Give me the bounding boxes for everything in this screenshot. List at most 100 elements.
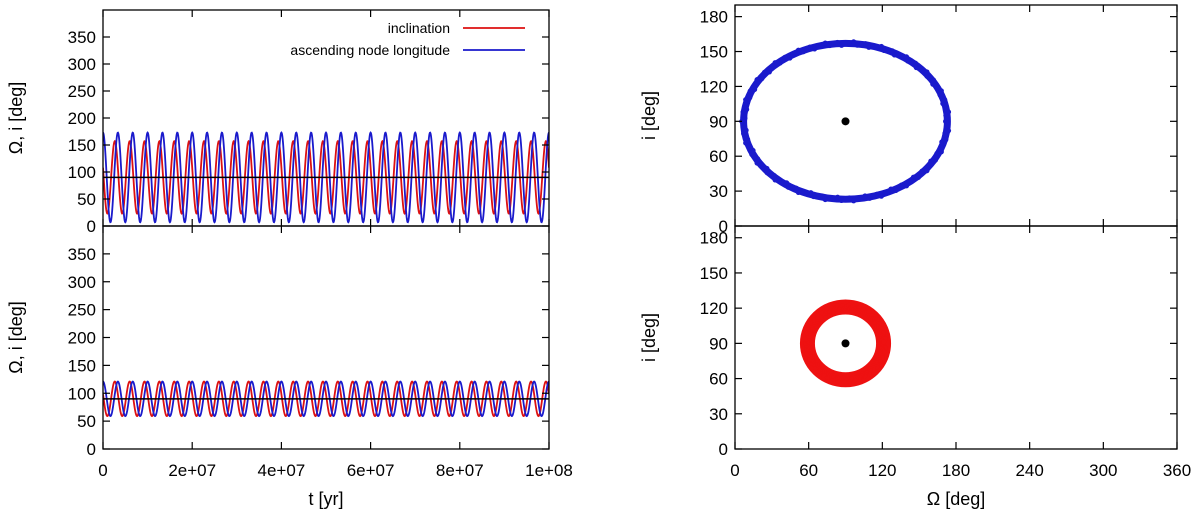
scatter-point	[880, 339, 887, 345]
scatter-point	[912, 60, 919, 66]
scatter-point	[899, 53, 906, 59]
y-tick-label: 150	[700, 264, 728, 283]
y-tick-label: 0	[719, 440, 728, 459]
scatter-point	[863, 41, 869, 47]
x-tick-label: 180	[942, 461, 970, 480]
x-tick-label: 60	[799, 461, 818, 480]
y-tick-label: 0	[87, 217, 96, 236]
y-tick-label: 250	[68, 82, 96, 101]
y-axis-label: Ω, i [deg]	[6, 301, 26, 374]
y-axis-label: Ω, i [deg]	[6, 82, 26, 155]
x-tick-label: 0	[98, 461, 107, 480]
scatter-point	[772, 60, 778, 66]
panel-phase-bottom: 0 30 60 90 120 150 180 0 60 120 180 240 300 360 i [deg…	[639, 225, 1191, 509]
scatter-point	[878, 43, 884, 50]
x-tick-label: 4e+07	[258, 461, 306, 480]
y-tick-label: 0	[87, 440, 96, 459]
x-tick-label: 240	[1015, 461, 1043, 480]
plot-area	[103, 380, 549, 418]
y-tick-label: 0	[719, 217, 728, 236]
scatter-point	[924, 168, 930, 174]
scatter-point	[782, 54, 788, 60]
scatter-point	[808, 190, 814, 196]
y-tick-label: 50	[77, 412, 96, 431]
scatter-point	[846, 195, 853, 201]
y-tick-label: 100	[68, 384, 96, 403]
scatter-point	[799, 190, 806, 196]
scatter-point	[866, 195, 873, 201]
x-tick-label: 300	[1089, 461, 1117, 480]
y-tick-label: 300	[68, 55, 96, 74]
y-axis-label: i [deg]	[639, 91, 659, 140]
y-axis-label: i [deg]	[639, 313, 659, 362]
plot-area	[103, 131, 549, 224]
y-tick-label: 350	[68, 28, 96, 47]
plot-area	[739, 39, 952, 204]
scatter-point	[938, 149, 944, 155]
scatter-point	[835, 194, 841, 200]
scatter-point	[764, 170, 770, 176]
y-tick-label: 350	[68, 245, 96, 264]
scatter-point	[772, 177, 778, 183]
scatter-point	[811, 193, 817, 200]
series-line-inclination	[103, 380, 549, 418]
scatter-point	[893, 187, 899, 193]
scatter-point	[915, 174, 922, 180]
x-tick-label: 0	[730, 461, 739, 480]
y-tick-label: 60	[709, 370, 728, 389]
scatter-point	[819, 193, 825, 199]
scatter-point	[854, 196, 861, 202]
scatter-point	[761, 69, 768, 75]
x-tick-label: 2e+07	[168, 461, 216, 480]
scatter-point	[754, 77, 760, 83]
legend-label: inclination	[388, 20, 450, 36]
scatter-point	[874, 44, 880, 50]
scatter-point	[793, 185, 799, 191]
series-line-inclination	[103, 139, 549, 215]
scatter-point	[932, 157, 939, 163]
scatter-point	[795, 189, 802, 195]
x-tick-label: 8e+07	[436, 461, 484, 480]
scatter-point	[895, 52, 902, 58]
scatter-point	[807, 44, 813, 50]
scatter-point	[885, 47, 891, 54]
scatter-point	[785, 184, 791, 190]
panel-time-bottom: 0 50 100 150 200 250 300 350 0 2e+07 4e+07 6e+07 8e+…	[6, 225, 573, 509]
y-tick-label: 100	[68, 163, 96, 182]
scatter-point	[881, 47, 887, 54]
scatter-point	[870, 44, 876, 50]
scatter-point	[830, 195, 837, 201]
x-tick-label: 120	[868, 461, 896, 480]
scatter-point	[878, 193, 884, 199]
y-tick-label: 30	[709, 182, 728, 201]
panel-phase-top: 0 30 60 90 120 150 180 i [deg]	[639, 4, 1178, 236]
x-axis-label: t [yr]	[309, 489, 344, 509]
y-tick-label: 150	[68, 356, 96, 375]
scatter-point	[838, 42, 845, 48]
series-line-ascending-node-longitude	[103, 131, 549, 224]
series-line-ascending-node-longitude	[103, 380, 549, 418]
scatter-point	[851, 198, 857, 204]
legend-label: ascending node longitude	[290, 42, 450, 58]
scatter-point	[891, 52, 898, 58]
scatter-point	[784, 180, 790, 186]
scatter-point	[834, 39, 841, 46]
y-tick-label: 150	[68, 136, 96, 155]
scatter-point	[846, 40, 853, 46]
scatter-point	[924, 69, 930, 75]
scatter-point	[866, 44, 872, 50]
scatter-point	[804, 190, 810, 196]
scatter-point	[822, 40, 828, 46]
plot-area	[799, 299, 892, 388]
scatter-point	[747, 88, 753, 94]
y-tick-label: 50	[77, 190, 96, 209]
y-tick-label: 90	[709, 112, 728, 131]
scatter-point	[851, 39, 857, 45]
scatter-point	[943, 137, 949, 143]
center-point	[841, 339, 850, 348]
scatter-point	[903, 183, 910, 189]
y-tick-label: 180	[700, 8, 728, 27]
scatter-point	[858, 41, 865, 47]
scatter-point	[854, 42, 860, 48]
